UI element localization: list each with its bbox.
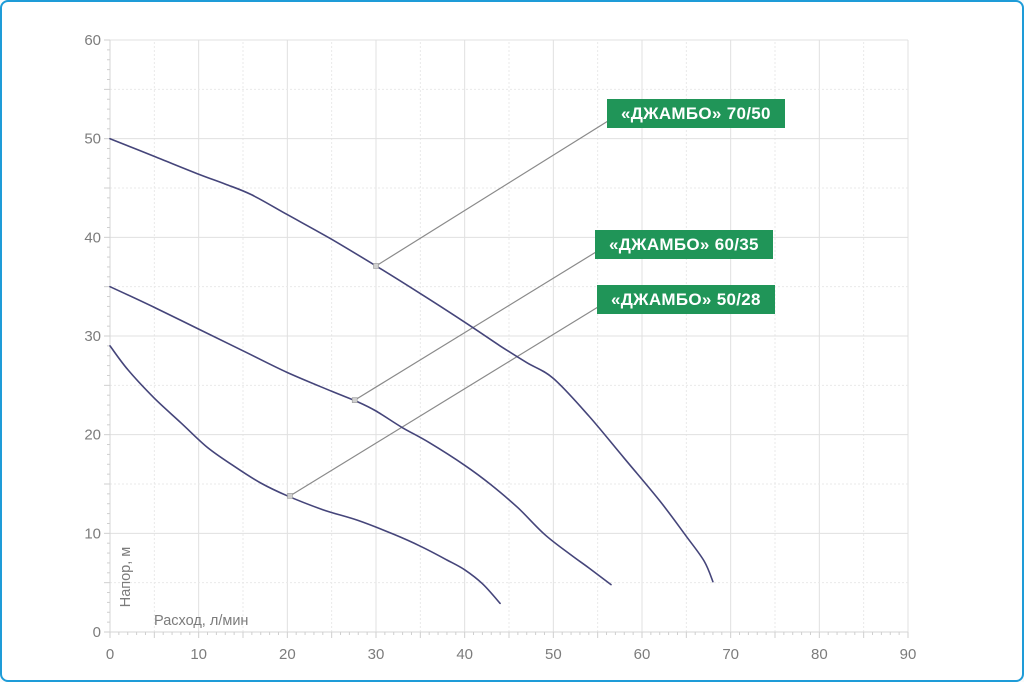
y-tick-label: 10 [84,525,101,542]
x-tick-label: 50 [545,646,562,663]
x-tick-label: 0 [106,646,114,663]
x-tick-label: 20 [279,646,296,663]
callout-leader-line [354,251,597,401]
x-tick-label: 70 [722,646,739,663]
series-label-jumbo-60-35: «ДЖАМБО» 60/35 [595,230,773,259]
callout-attach-marker [373,263,379,269]
pump-curve-2 [109,345,501,605]
x-tick-label: 90 [900,646,917,663]
x-tick-label: 60 [634,646,651,663]
callout-leader-line [289,306,599,497]
x-tick-label: 30 [368,646,385,663]
y-tick-label: 30 [84,328,101,345]
series-label-jumbo-70-50: «ДЖАМБО» 70/50 [607,99,785,128]
callout-attach-marker [351,397,358,403]
series-label-jumbo-50-28: «ДЖАМБО» 50/28 [597,285,775,314]
pump-curve-0 [109,137,714,583]
x-tick-label: 80 [811,646,828,663]
y-tick-label: 50 [84,131,101,148]
x-tick-label: 40 [456,646,473,663]
callout-attach-marker [287,493,293,499]
x-tick-label: 10 [190,646,207,663]
callout-leader-line [375,120,609,267]
pump-curve-1 [109,285,612,586]
x-axis-title: Расход, л/мин [154,613,249,629]
y-axis-title: Напор, м [118,546,134,608]
y-tick-label: 60 [84,32,101,49]
y-tick-label: 40 [84,229,101,246]
y-tick-label: 20 [84,427,101,444]
y-tick-label: 0 [93,624,101,641]
